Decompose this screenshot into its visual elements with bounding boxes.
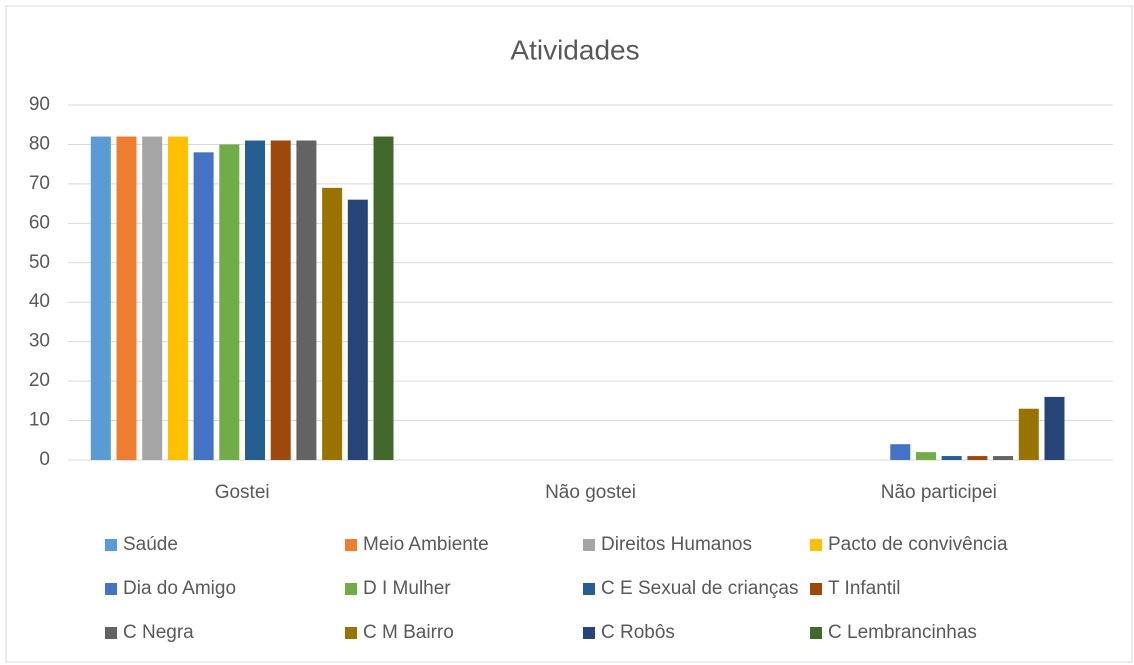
bar: [270, 140, 291, 460]
legend-swatch: [810, 539, 822, 551]
bar: [167, 136, 188, 461]
legend-swatch: [583, 627, 595, 639]
chart-title: Atividades: [510, 34, 639, 65]
y-tick-label: 70: [29, 173, 50, 194]
bar: [296, 140, 317, 460]
legend-label: Saúde: [123, 534, 178, 555]
bar: [915, 452, 936, 460]
legend-swatch: [810, 583, 822, 595]
legend-swatch: [345, 627, 357, 639]
y-tick-label: 90: [29, 94, 50, 115]
legend-label: C Negra: [123, 622, 194, 643]
bar: [967, 456, 988, 460]
y-tick-label: 60: [29, 212, 50, 233]
legend-label: Pacto de convivência: [828, 534, 1008, 555]
legend-swatch: [345, 539, 357, 551]
legend-label: D I Mulher: [363, 578, 451, 599]
legend-label: Meio Ambiente: [363, 534, 489, 555]
legend-swatch: [105, 539, 117, 551]
y-tick-label: 50: [29, 252, 50, 273]
y-tick-label: 30: [29, 331, 50, 352]
bar: [993, 456, 1014, 460]
bar: [219, 144, 240, 460]
bar: [941, 456, 962, 460]
legend-swatch: [345, 583, 357, 595]
bar: [142, 136, 163, 461]
legend-label: Dia do Amigo: [123, 578, 236, 599]
legend-swatch: [105, 627, 117, 639]
legend-label: C M Bairro: [363, 622, 454, 643]
bar: [1044, 396, 1065, 460]
bar: [322, 187, 343, 461]
y-tick-label: 80: [29, 133, 50, 154]
bar: [116, 136, 137, 461]
legend-label: C Lembrancinhas: [828, 622, 977, 643]
x-tick-label: Não participei: [881, 482, 997, 503]
bar: [193, 152, 214, 461]
legend-swatch: [810, 627, 822, 639]
bar: [1018, 408, 1039, 460]
bar: [245, 140, 266, 460]
bar: [90, 136, 111, 461]
legend-label: T Infantil: [828, 578, 901, 599]
y-tick-label: 40: [29, 291, 50, 312]
legend-label: C E Sexual de crianças: [601, 578, 799, 599]
legend-label: Direitos Humanos: [601, 534, 752, 555]
legend-label: C Robôs: [601, 622, 675, 643]
bar: [347, 199, 368, 460]
bar: [373, 136, 394, 461]
y-tick-label: 10: [29, 410, 50, 431]
bar: [890, 444, 911, 460]
x-tick-label: Gostei: [215, 482, 270, 503]
y-tick-label: 20: [29, 370, 50, 391]
x-tick-label: Não gostei: [545, 482, 636, 503]
legend-swatch: [105, 583, 117, 595]
legend-swatch: [583, 583, 595, 595]
y-tick-label: 0: [39, 449, 50, 470]
legend-swatch: [583, 539, 595, 551]
